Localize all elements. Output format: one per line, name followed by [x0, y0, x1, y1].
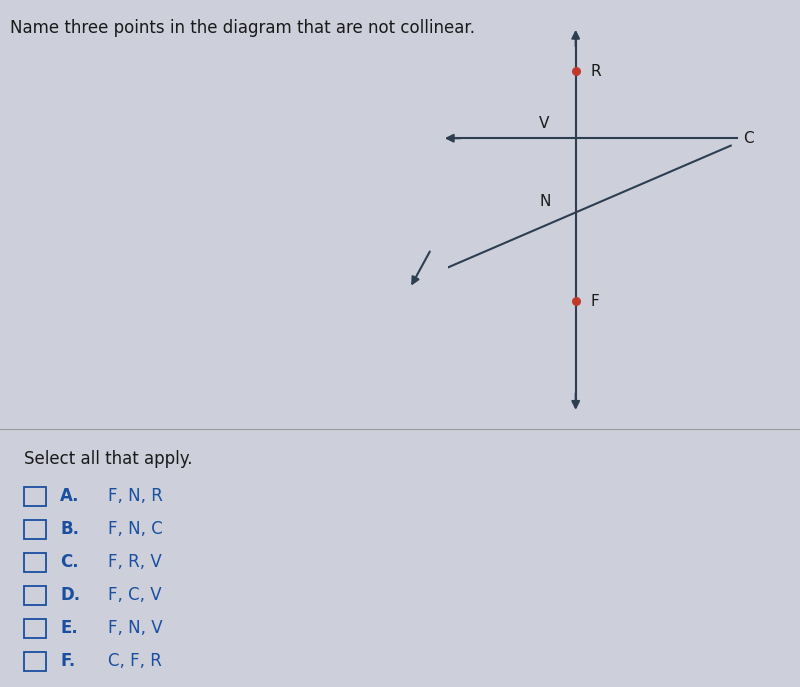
Text: A.: A.	[60, 487, 79, 506]
Text: E.: E.	[60, 619, 78, 638]
Text: F, C, V: F, C, V	[108, 586, 162, 605]
Text: C: C	[743, 131, 754, 146]
Text: F.: F.	[60, 652, 75, 671]
Text: D.: D.	[60, 586, 80, 605]
Text: V: V	[539, 116, 550, 131]
Text: Select all that apply.: Select all that apply.	[24, 450, 193, 468]
Bar	[24, 553, 46, 572]
Text: C, F, R: C, F, R	[108, 652, 162, 671]
Bar	[24, 652, 46, 671]
Text: F, R, V: F, R, V	[108, 553, 162, 572]
Text: R: R	[591, 64, 602, 79]
Text: C.: C.	[60, 553, 78, 572]
Text: F, N, R: F, N, R	[108, 487, 163, 506]
Text: B.: B.	[60, 520, 79, 539]
Bar	[24, 619, 46, 638]
Bar	[24, 487, 46, 506]
Text: F: F	[591, 294, 600, 309]
Text: F, N, V: F, N, V	[108, 619, 162, 638]
Text: F, N, C: F, N, C	[108, 520, 162, 539]
Bar	[24, 520, 46, 539]
Text: Name three points in the diagram that are not collinear.: Name three points in the diagram that ar…	[10, 19, 474, 37]
Bar	[24, 586, 46, 605]
Text: N: N	[539, 194, 550, 209]
